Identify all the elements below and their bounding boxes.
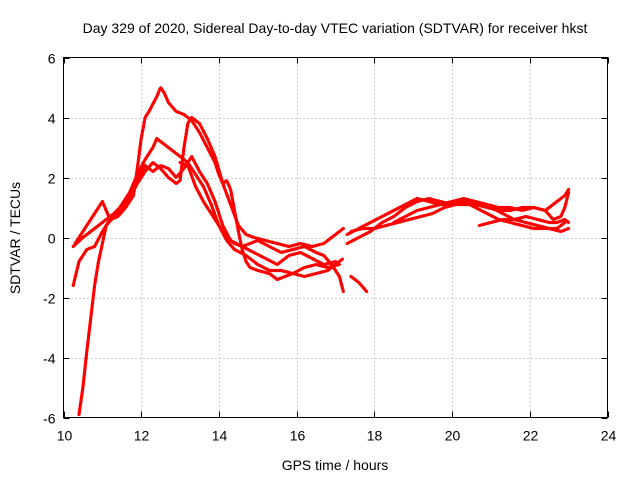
series-track-8 <box>345 190 571 237</box>
series-track-2 <box>71 136 341 276</box>
series-track-1 <box>71 154 338 288</box>
x-tick-label: 10 <box>57 428 73 444</box>
series-track-10 <box>477 214 571 228</box>
y-tick-label: 4 <box>48 111 56 127</box>
x-tick-label: 24 <box>601 428 617 444</box>
y-tick-label: -4 <box>43 351 56 367</box>
y-tick-label: -2 <box>43 291 56 307</box>
y-tick-label: 2 <box>48 171 56 187</box>
x-tick-label: 16 <box>290 428 306 444</box>
series-track-3 <box>73 85 345 282</box>
plot-frame <box>63 57 608 418</box>
axis-ticks <box>63 57 609 419</box>
x-axis-label: GPS time / hours <box>282 457 389 473</box>
x-tick-label: 12 <box>134 428 150 444</box>
y-tick-label: -6 <box>43 411 56 427</box>
chart-title: Day 329 of 2020, Sidereal Day-to-day VTE… <box>83 20 588 36</box>
x-tick-label: 20 <box>445 428 461 444</box>
data-series <box>71 85 571 417</box>
x-tick-label: 14 <box>212 428 228 444</box>
series-track-11 <box>392 187 571 225</box>
x-tick-label: 22 <box>523 428 539 444</box>
series-track-4 <box>77 115 345 417</box>
y-tick-label: 6 <box>48 51 56 67</box>
y-axis-label: SDTVAR / TECUs <box>7 182 23 294</box>
x-tick-label: 18 <box>367 428 383 444</box>
series-track-5 <box>178 160 345 294</box>
grid-lines <box>63 57 608 418</box>
series-track-9 <box>349 274 369 294</box>
y-tick-label: 0 <box>48 231 56 247</box>
